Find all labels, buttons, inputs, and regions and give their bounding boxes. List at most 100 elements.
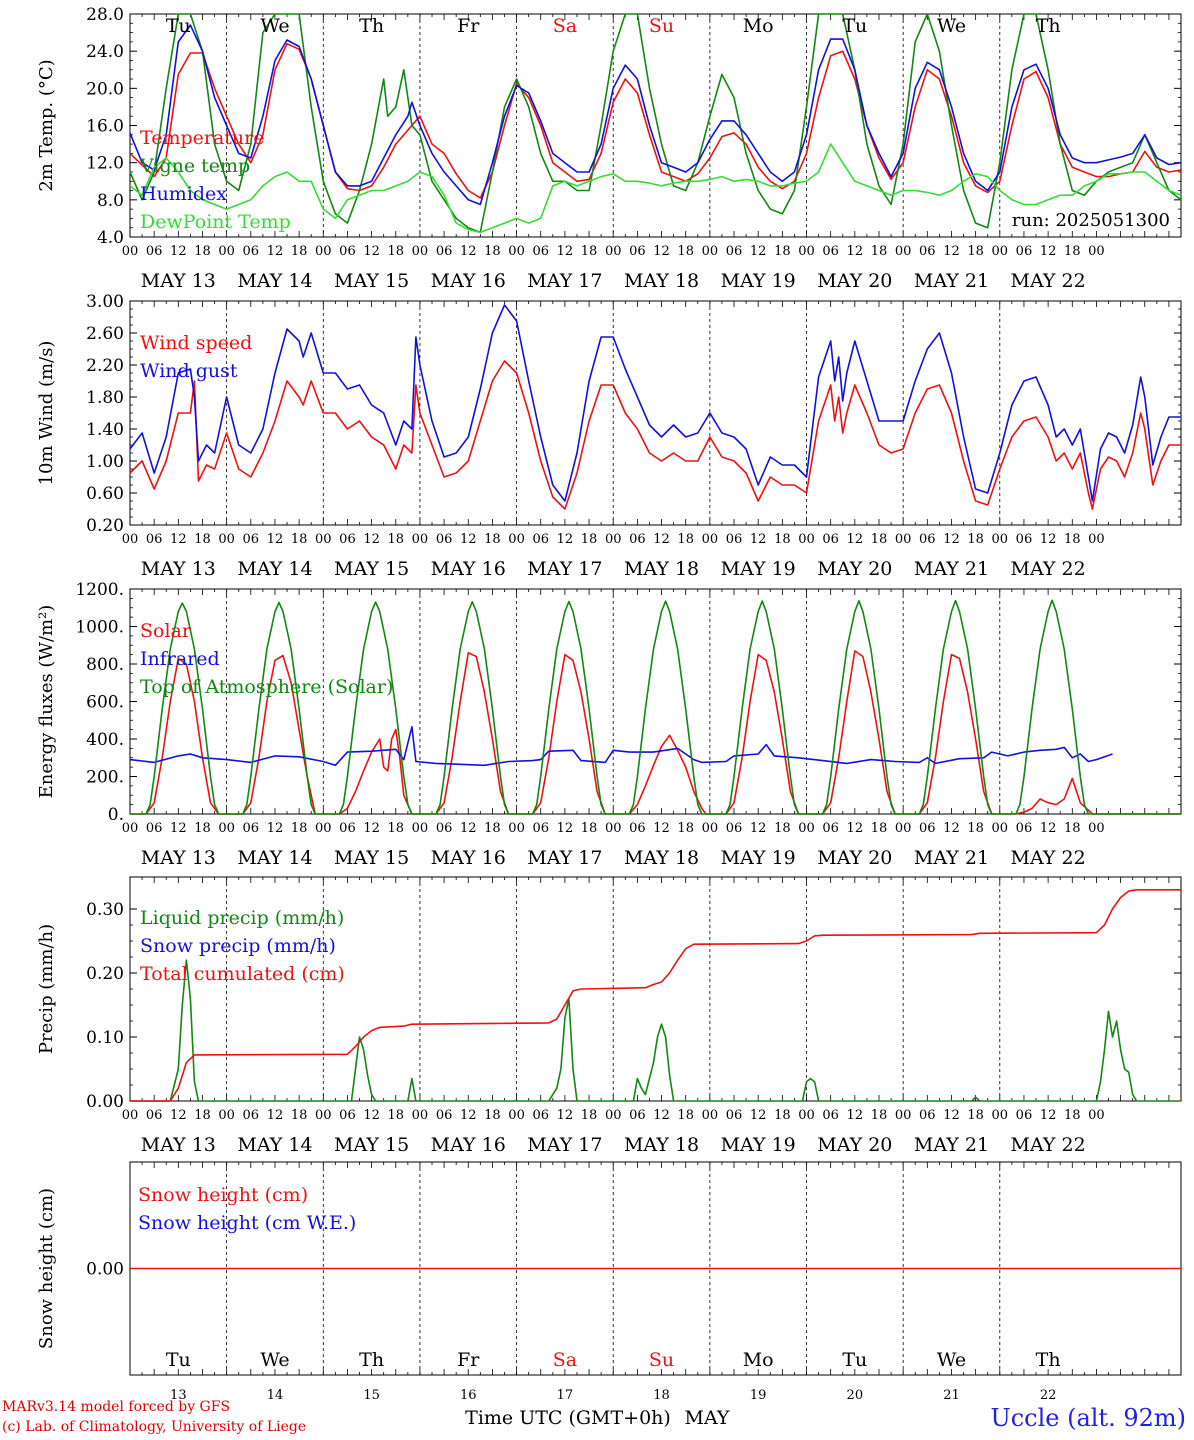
y-tick-label: 800. <box>86 655 124 675</box>
hour-tick-label: 18 <box>387 1108 404 1123</box>
hour-tick-label: 18 <box>581 821 598 836</box>
hour-tick-label: 12 <box>557 532 574 547</box>
series-line <box>129 42 1182 199</box>
hour-tick-label: 18 <box>1064 244 1081 259</box>
hour-tick-label: 18 <box>871 821 888 836</box>
date-label: MAY 15 <box>334 847 409 869</box>
legend-entry: Solar <box>140 620 192 642</box>
hour-tick-label: 00 <box>508 1108 525 1123</box>
date-label: MAY 18 <box>624 847 699 869</box>
day-name: Fr <box>457 1349 480 1371</box>
date-label: MAY 15 <box>334 558 409 580</box>
day-number: 14 <box>267 1388 284 1403</box>
hour-tick-label: 12 <box>847 821 864 836</box>
y-tick-label: 3.00 <box>86 292 124 312</box>
hour-tick-label: 06 <box>1016 244 1033 259</box>
hour-tick-label: 18 <box>677 244 694 259</box>
hour-tick-label: 12 <box>943 821 960 836</box>
date-label: MAY 13 <box>141 270 216 292</box>
y-tick-label: 2.20 <box>86 356 124 376</box>
hour-tick-label: 06 <box>726 532 743 547</box>
legend-entry: Wind speed <box>140 332 252 354</box>
y-tick-label: 1200. <box>75 580 124 600</box>
y-tick-label: 0.30 <box>86 900 124 920</box>
hour-tick-label: 00 <box>1088 1108 1105 1123</box>
hour-tick-label: 00 <box>508 244 525 259</box>
hour-tick-label: 00 <box>122 1108 139 1123</box>
date-label: MAY 14 <box>237 847 312 869</box>
y-tick-label: 1.40 <box>86 420 124 440</box>
hour-tick-label: 12 <box>943 532 960 547</box>
hour-tick-label: 00 <box>315 244 332 259</box>
y-tick-label: 16.0 <box>86 117 124 137</box>
x-axis-label: Time UTC (GMT+0h) <box>465 1407 671 1429</box>
y-axis-label: Snow height (cm) <box>36 1188 57 1349</box>
hour-tick-label: 18 <box>871 1108 888 1123</box>
hour-tick-label: 12 <box>653 1108 670 1123</box>
hour-tick-label: 06 <box>532 532 549 547</box>
day-name: We <box>260 15 289 37</box>
y-axis-label: Energy fluxes (W/m²) <box>36 605 57 799</box>
date-label: MAY 22 <box>1011 558 1086 580</box>
hour-tick-label: 18 <box>387 821 404 836</box>
hour-tick-label: 12 <box>557 821 574 836</box>
hour-tick-label: 06 <box>1016 1108 1033 1123</box>
hour-tick-label: 06 <box>822 244 839 259</box>
hour-tick-label: 06 <box>532 244 549 259</box>
hour-tick-label: 06 <box>532 821 549 836</box>
hour-tick-label: 00 <box>605 821 622 836</box>
y-axis-label: Precip (mm/h) <box>36 924 57 1054</box>
date-label: MAY 17 <box>527 558 602 580</box>
hour-tick-label: 06 <box>146 532 163 547</box>
lab-credit: (c) Lab. of Climatology, University of L… <box>2 1419 307 1435</box>
hour-tick-label: 12 <box>653 532 670 547</box>
date-label: MAY 20 <box>817 1134 892 1156</box>
hour-tick-label: 12 <box>750 821 767 836</box>
hour-tick-label: 12 <box>363 532 380 547</box>
y-tick-label: 0. <box>108 805 124 825</box>
panel-2: 0.20 0.60 1.00 1.40 1.80 2.20 2.60 3.00 10m Wind… <box>36 292 1182 580</box>
day-number: 21 <box>943 1388 960 1403</box>
hour-tick-label: 12 <box>750 1108 767 1123</box>
day-number: 20 <box>847 1388 864 1403</box>
hour-tick-label: 06 <box>919 244 936 259</box>
hour-tick-label: 06 <box>629 1108 646 1123</box>
hour-tick-label: 06 <box>629 821 646 836</box>
date-label: MAY 18 <box>624 270 699 292</box>
hour-tick-label: 06 <box>1016 821 1033 836</box>
day-name: Mo <box>743 1349 774 1371</box>
hour-tick-label: 00 <box>992 821 1009 836</box>
day-name: We <box>937 15 966 37</box>
hour-tick-label: 06 <box>339 532 356 547</box>
hour-tick-label: 00 <box>895 821 912 836</box>
day-number: 17 <box>557 1388 574 1403</box>
hour-tick-label: 06 <box>243 821 260 836</box>
date-label: MAY 22 <box>1011 1134 1086 1156</box>
hour-tick-label: 00 <box>218 244 235 259</box>
y-tick-label: 0.10 <box>86 1028 124 1048</box>
hour-tick-label: 18 <box>967 1108 984 1123</box>
hour-tick-label: 00 <box>992 532 1009 547</box>
y-tick-label: 24.0 <box>86 42 124 62</box>
date-label: MAY 21 <box>914 1134 989 1156</box>
y-tick-label: 200. <box>86 768 124 788</box>
hour-tick-label: 06 <box>146 244 163 259</box>
day-name: Tu <box>166 1349 191 1371</box>
y-axis-label: 2m Temp. (°C) <box>36 59 57 191</box>
hour-tick-label: 12 <box>170 244 187 259</box>
legend-entry: Infrared <box>140 648 220 670</box>
hour-tick-label: 12 <box>267 532 284 547</box>
day-name: We <box>937 1349 966 1371</box>
date-label: MAY 18 <box>624 558 699 580</box>
date-label: MAY 21 <box>914 847 989 869</box>
hour-tick-label: 00 <box>605 244 622 259</box>
hour-tick-label: 00 <box>122 532 139 547</box>
hour-tick-label: 18 <box>581 532 598 547</box>
date-label: MAY 14 <box>237 558 312 580</box>
hour-tick-label: 18 <box>967 821 984 836</box>
hour-tick-label: 00 <box>412 532 429 547</box>
day-name: Su <box>649 15 674 37</box>
station-name: Uccle (alt. 92m) <box>990 1404 1186 1432</box>
hour-tick-label: 18 <box>1064 532 1081 547</box>
hour-tick-label: 18 <box>581 244 598 259</box>
